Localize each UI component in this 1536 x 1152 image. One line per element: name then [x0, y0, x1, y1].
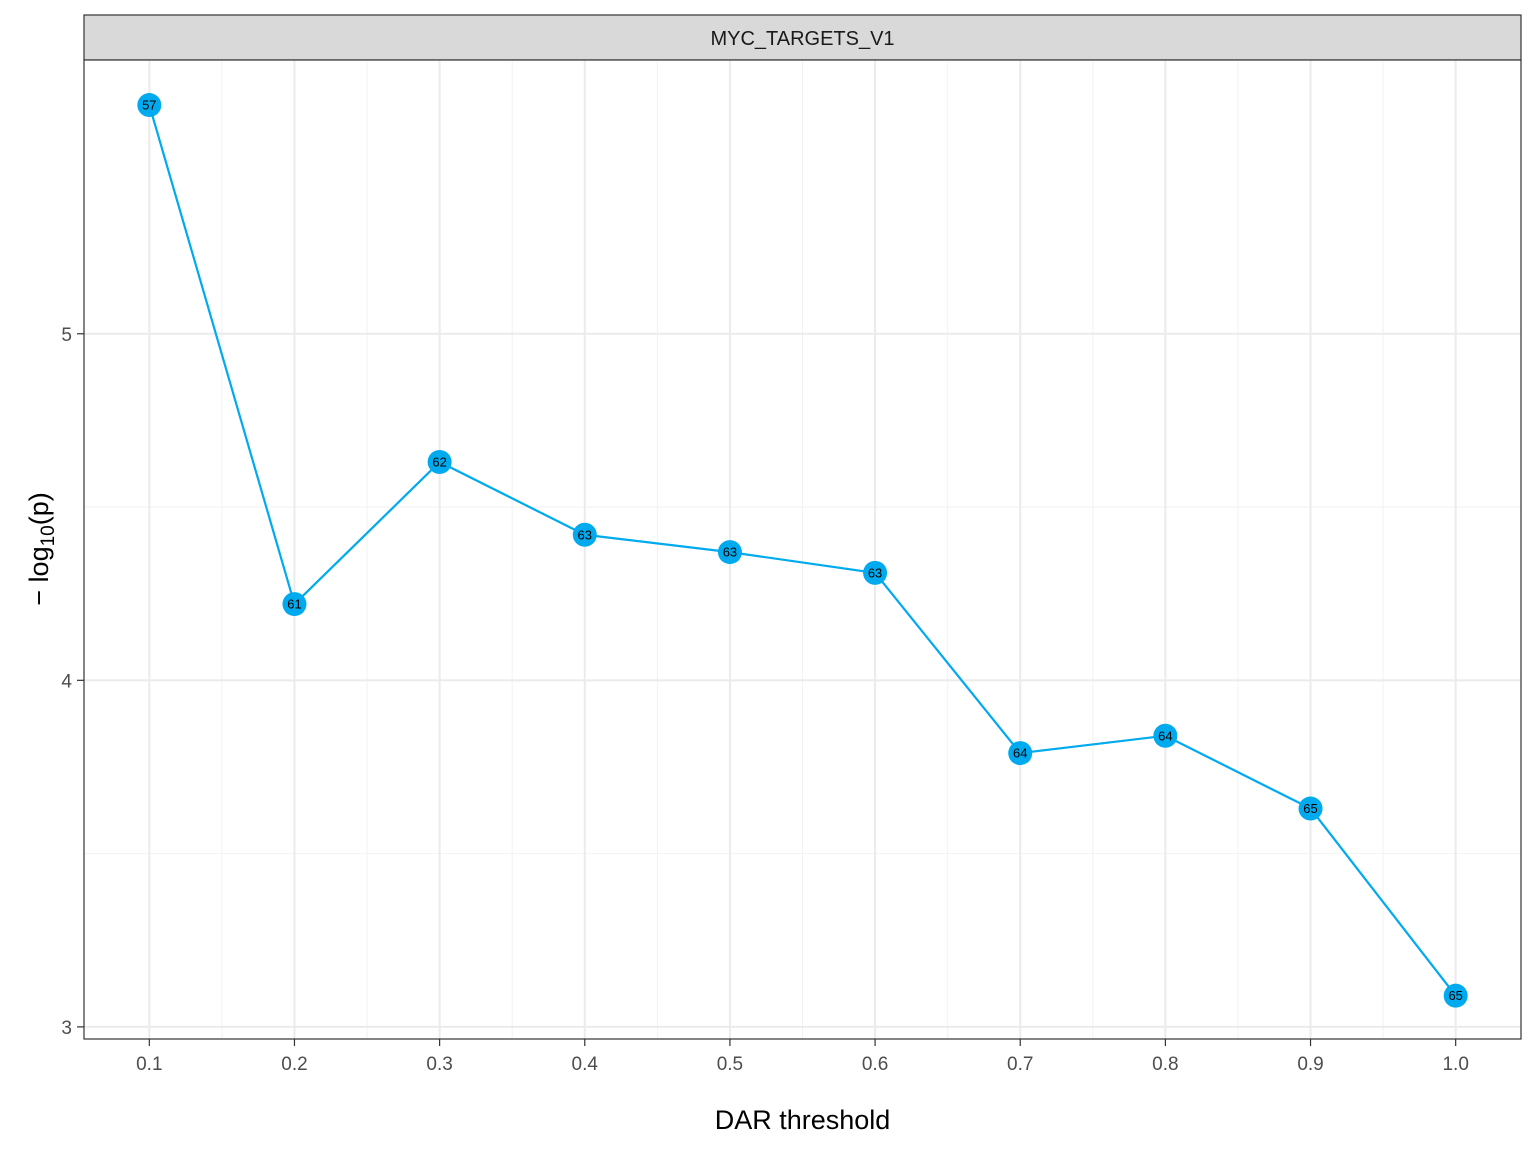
y-axis-title-suffix: (p): [24, 492, 54, 525]
point-label: 62: [432, 454, 446, 469]
x-axis: 0.1 0.2 0.3 0.4 0.5 0.6 0.7 0.8 0.9 1.0: [136, 1039, 1469, 1075]
x-tick-label: 0.4: [572, 1054, 599, 1075]
data-point: [427, 449, 452, 474]
x-tick-label: 0.5: [717, 1054, 743, 1075]
y-tick-label: 3: [61, 1018, 72, 1039]
x-tick-label: 0.2: [281, 1054, 307, 1075]
x-axis-title: DAR threshold: [715, 1105, 891, 1135]
plot-panel-border: [83, 59, 1522, 1040]
x-tick-label: 0.6: [862, 1054, 888, 1075]
data-points: 57 61 62 63 63 63 64 64 65 65: [137, 93, 1468, 1008]
point-label: 63: [723, 545, 737, 560]
data-point: [1153, 723, 1178, 748]
y-axis-title-prefix: − log: [24, 546, 54, 605]
point-label: 57: [142, 98, 156, 113]
point-label: 64: [1013, 746, 1027, 761]
point-label: 65: [1303, 801, 1317, 816]
x-tick-label: 0.1: [136, 1054, 162, 1075]
data-point: [282, 592, 307, 617]
data-point: [572, 522, 597, 547]
data-point: [863, 560, 888, 585]
point-label: 63: [578, 527, 592, 542]
data-point: [1443, 983, 1468, 1008]
point-label: 61: [287, 597, 301, 612]
point-label: 65: [1448, 988, 1462, 1003]
y-axis-title-subscript: 10: [38, 525, 59, 546]
x-tick-label: 0.8: [1152, 1054, 1178, 1075]
x-tick-label: 0.3: [426, 1054, 452, 1075]
y-tick-label: 4: [61, 671, 72, 692]
gridlines: [84, 60, 1521, 1039]
data-point: [137, 93, 162, 118]
y-axis-title: − log10(p): [24, 492, 59, 605]
facet-strip-label: MYC_TARGETS_V1: [710, 28, 894, 50]
data-point: [717, 540, 742, 565]
y-tick-label: 5: [61, 325, 72, 346]
data-point: [1298, 796, 1323, 821]
facet-strip: [83, 14, 1522, 61]
x-tick-label: 0.7: [1007, 1054, 1033, 1075]
point-label: 64: [1158, 728, 1172, 743]
x-tick-label: 1.0: [1442, 1054, 1468, 1075]
y-axis: 3 4 5: [61, 325, 84, 1039]
series-polyline: [148, 104, 1457, 997]
x-tick-label: 0.9: [1297, 1054, 1323, 1075]
data-point: [1008, 741, 1033, 766]
point-label: 63: [868, 565, 882, 580]
series-line: [148, 104, 1457, 997]
